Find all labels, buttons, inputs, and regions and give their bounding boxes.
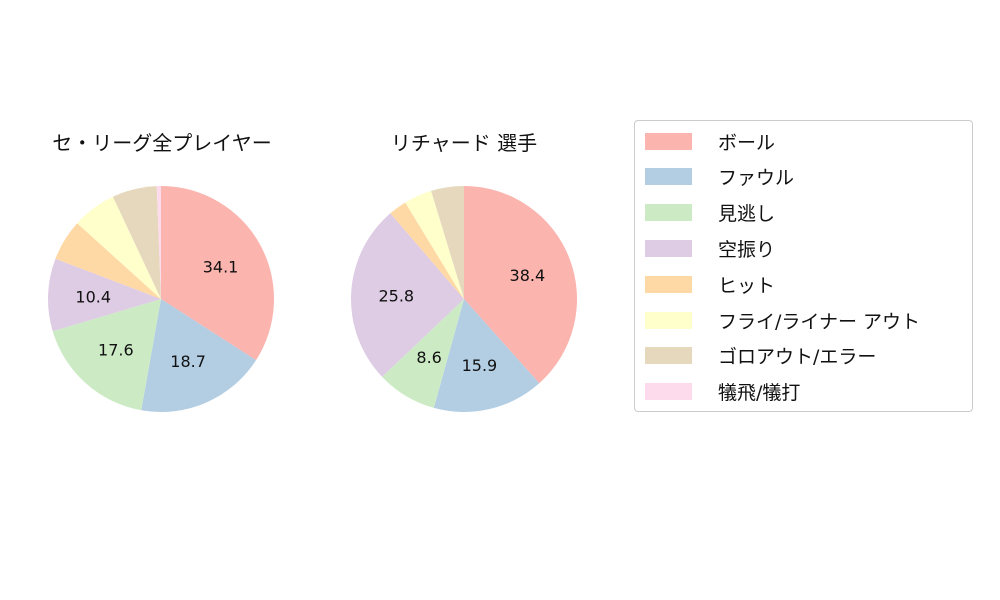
pie-slice (112, 186, 161, 299)
slice-value-label: 8.6 (416, 348, 441, 367)
pie-slice (77, 196, 161, 299)
legend-swatch (645, 239, 692, 257)
legend-label: ゴロアウト/エラー (718, 346, 877, 369)
legend-label: ボール (718, 131, 776, 154)
pie-slice (156, 186, 161, 299)
pie-slice (55, 223, 161, 299)
pie-slice (47, 258, 161, 332)
slice-value-label: 17.6 (98, 341, 134, 360)
legend-swatch (645, 168, 692, 186)
slice-value-label: 38.4 (510, 266, 546, 285)
pie-slice (350, 213, 464, 377)
slice-value-label: 34.1 (203, 258, 239, 277)
legend-swatch (645, 204, 692, 222)
slice-value-label: 18.7 (170, 352, 206, 371)
slice-value-label: 10.4 (75, 287, 111, 306)
legend-item: フライ/ライナー アウト (645, 308, 921, 333)
legend-swatch (645, 275, 692, 293)
legend-item: ゴロアウト/エラー (645, 344, 876, 368)
legend-item: ボール (645, 129, 776, 154)
legend-item: 見逃し (645, 201, 775, 225)
legend-swatch (645, 311, 692, 329)
pie-slice (52, 299, 161, 411)
slice-value-label: 25.8 (378, 287, 414, 306)
legend-item: ヒット (645, 272, 776, 297)
legend-swatch (645, 347, 692, 365)
legend-label: フライ/ライナー アウト (718, 310, 921, 333)
pie-slice (433, 299, 540, 412)
pie-league: 34.1 18.7 17.6 10.4 (47, 186, 274, 412)
pie-slice (382, 299, 464, 408)
pie-title-player: リチャード 選手 (390, 131, 538, 155)
legend-label: ヒット (718, 274, 776, 297)
pie-slice (405, 190, 464, 299)
legend-item: 犠飛/犠打 (645, 380, 800, 404)
pie-slice (464, 186, 577, 384)
legend-label: 見逃し (718, 203, 776, 226)
legend-swatch (645, 383, 692, 401)
pie-slice (390, 202, 464, 299)
legend-label: 犠飛/犠打 (718, 382, 801, 405)
pie-title-league: セ・リーグ全プレイヤー (52, 131, 272, 155)
legend: ボールファウル見逃し空振りヒットフライ/ライナー アウト ゴロアウト/エラー 犠飛/… (634, 120, 973, 412)
legend-item: 空振り (645, 236, 776, 261)
legend-label: ファウル (718, 167, 795, 190)
slice-value-label: 15.9 (462, 356, 498, 375)
legend-item: ファウル (645, 165, 794, 189)
pie-player: 38.4 15.9 8.6 25.8 (350, 186, 577, 412)
pie-slice (141, 299, 257, 412)
pie-slice (161, 186, 274, 361)
legend-label: 空振り (718, 238, 776, 261)
legend-swatch (645, 132, 692, 150)
pie-slice (431, 186, 464, 299)
